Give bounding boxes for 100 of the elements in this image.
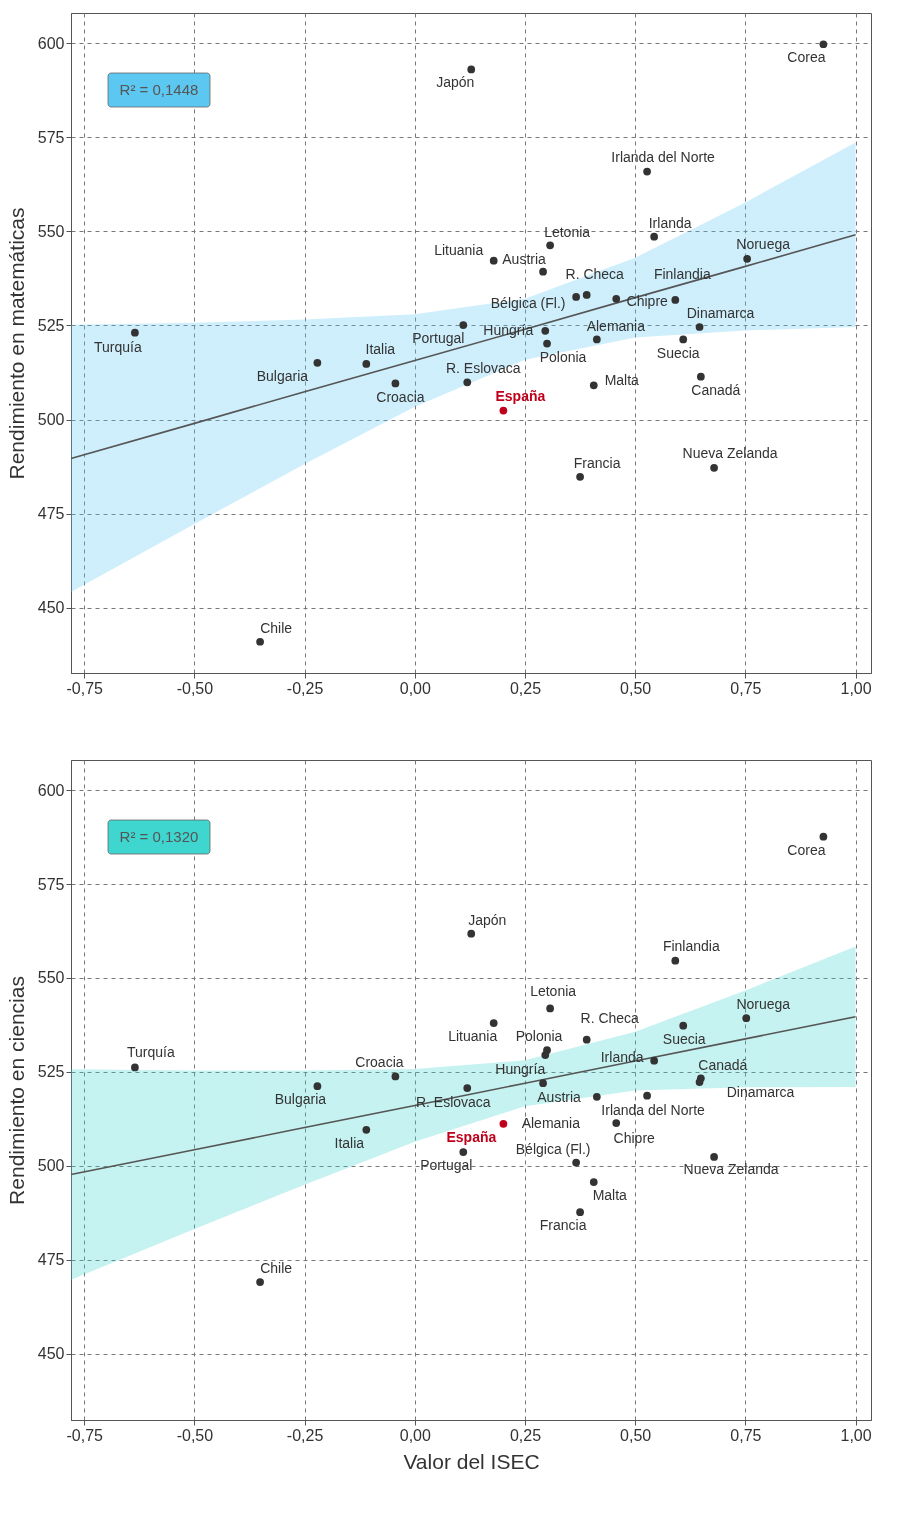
y-tick-label: 575 [37, 875, 65, 893]
point [696, 372, 705, 381]
x-tick-label: 0,25 [509, 679, 542, 697]
annotation: Croacia [355, 1054, 404, 1071]
annotation: España [495, 387, 546, 404]
x-tick-label: -0,25 [286, 1426, 324, 1444]
annotation: Turquía [94, 338, 142, 355]
point [612, 294, 621, 303]
annotation: Lituania [448, 1028, 498, 1045]
annotation: Austria [502, 250, 547, 267]
point [391, 1072, 400, 1081]
point [131, 328, 139, 337]
point [695, 1078, 704, 1086]
point [541, 326, 550, 335]
point [612, 1119, 621, 1127]
annotation: Chile [260, 619, 293, 636]
annotation: Polonia [515, 1028, 563, 1045]
point [499, 1119, 508, 1128]
x-tick-label: 0,00 [399, 679, 431, 697]
point [592, 1092, 601, 1101]
x-tick-label: 0,50 [620, 1426, 652, 1444]
point [489, 256, 498, 265]
point [489, 1019, 498, 1027]
point [459, 321, 468, 329]
x-tick-label: -0,50 [176, 679, 214, 697]
point [463, 1084, 472, 1092]
point [572, 293, 580, 301]
annotation: Irlanda [600, 1048, 644, 1065]
y-tick-label: 475 [37, 1251, 65, 1269]
annotation: Polonia [539, 348, 587, 365]
point [543, 339, 551, 348]
x-tick-label: -0,75 [66, 1426, 104, 1444]
y-tick-label: 450 [37, 1345, 65, 1363]
point [576, 1208, 584, 1217]
x-tick-label: 0,75 [730, 679, 762, 697]
annotation: Nueva Zelanda [682, 444, 778, 461]
annotation: R² = 0,1320 [119, 828, 199, 845]
point [313, 1082, 322, 1091]
point [582, 1035, 591, 1044]
annotation: Alemania [521, 1114, 581, 1131]
annotation: Corea [787, 49, 826, 66]
point [463, 378, 472, 387]
point [362, 1125, 371, 1134]
y-tick-label: 525 [37, 316, 65, 334]
annotation: Croacia [376, 389, 425, 406]
point [643, 167, 651, 176]
point [539, 267, 547, 276]
x-tick-label: 1,00 [840, 1426, 872, 1444]
annotation: Italia [365, 340, 396, 357]
point [313, 358, 322, 367]
x-tick-label: 0,50 [620, 679, 652, 697]
annotation: Bélgica (Fl.) [515, 1140, 591, 1157]
y-tick-label: 475 [37, 505, 65, 523]
point [589, 1178, 598, 1186]
y-tick-label: 500 [37, 411, 65, 429]
point [546, 1004, 554, 1013]
x-tick-label: 0,00 [399, 1426, 431, 1444]
x-tick-label: -0,25 [286, 679, 324, 697]
point [467, 929, 476, 938]
annotation: Irlanda del Norte [601, 1101, 706, 1118]
annotation: Finlandia [653, 265, 711, 282]
point [467, 65, 476, 74]
annotation: Chipre [626, 292, 669, 309]
point [671, 956, 680, 965]
annotation: Irlanda del Norte [611, 148, 716, 165]
annotation: Malta [592, 1187, 628, 1204]
annotation: R² = 0,1448 [119, 81, 199, 98]
point [650, 1056, 659, 1065]
point [256, 1278, 264, 1286]
x-axis-title: Valor del ISEC [403, 1449, 540, 1473]
annotation: Noruega [736, 235, 791, 252]
point [576, 472, 584, 481]
annotation: Corea [787, 841, 826, 858]
annotation: Bélgica (Fl.) [490, 294, 566, 311]
x-tick-label: 0,25 [509, 1426, 542, 1444]
y-tick-label: 525 [37, 1063, 65, 1081]
point [499, 406, 508, 415]
point [710, 463, 718, 472]
point [743, 254, 752, 263]
point [582, 291, 591, 299]
annotation: España [446, 1128, 497, 1145]
point [256, 637, 264, 646]
annotation: Suecia [662, 1030, 706, 1047]
annotation: Lituania [434, 241, 484, 258]
point [819, 832, 828, 841]
annotation: Francia [539, 1217, 587, 1234]
annotation: Finlandia [662, 937, 720, 954]
y-tick-label: 450 [37, 599, 65, 617]
x-tick-label: -0,75 [66, 679, 104, 697]
point [650, 232, 659, 241]
point [742, 1014, 751, 1023]
annotation: Noruega [736, 996, 791, 1013]
annotation: Suecia [656, 345, 700, 362]
point [671, 296, 680, 304]
y-tick-label: 600 [37, 34, 65, 52]
point [391, 379, 400, 388]
y-axis-title: Rendimiento en ciencias [4, 976, 28, 1205]
annotation: Alemania [586, 318, 646, 335]
point [589, 381, 598, 390]
y-tick-label: 550 [37, 969, 65, 987]
